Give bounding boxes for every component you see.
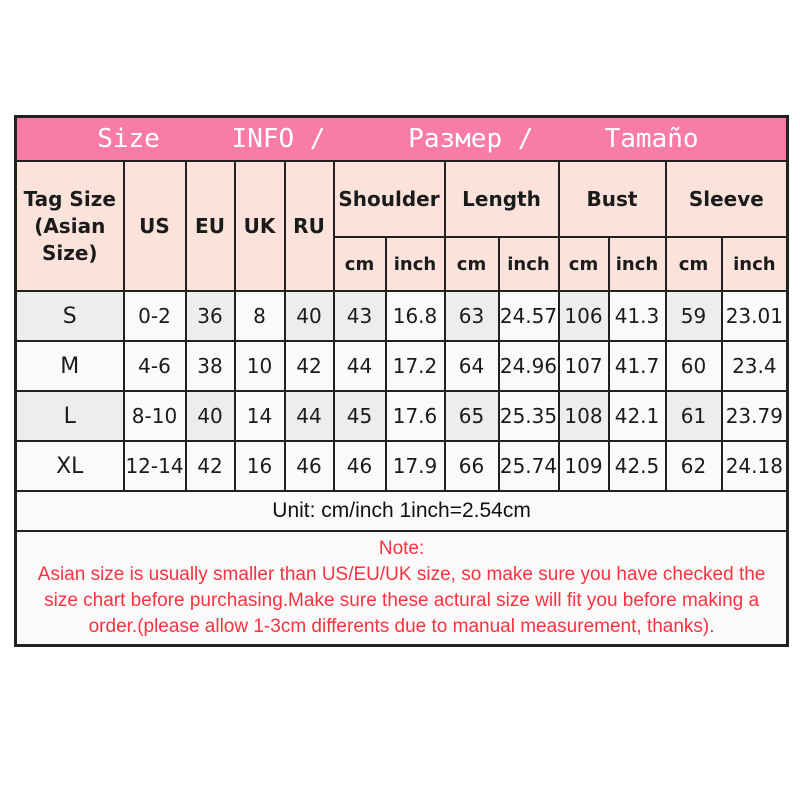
value-cell: 46 — [283, 440, 335, 492]
value-cell: 44 — [332, 340, 387, 392]
size-chart-table: Size INFO / Размер / Tamaño Tag Size (As… — [14, 115, 790, 647]
note-cell: Note: Asian size is usually smaller than… — [14, 530, 789, 647]
unit-subheader-row: cm inch cm inch cm inch cm inch — [16, 236, 789, 292]
title-segments: Size INFO / Размер / Tamaño — [18, 118, 786, 159]
value-cell: 61 — [664, 390, 723, 442]
value-cell: 43 — [332, 290, 387, 342]
value-cell: 59 — [664, 290, 723, 342]
unit-note-row: Unit: cm/inch 1inch=2.54cm — [14, 490, 789, 532]
title-size: Size — [97, 124, 160, 154]
unit-note: Unit: cm/inch 1inch=2.54cm — [14, 490, 789, 532]
table-row: M 4-6 38 10 42 44 17.2 64 24.96 107 41.7 60 23.4 — [14, 340, 789, 392]
value-cell: 46 — [332, 440, 387, 492]
value-cell: 65 — [443, 390, 500, 442]
value-cell: 41.3 — [607, 290, 667, 342]
value-cell: 17.9 — [384, 440, 446, 492]
value-cell: 40 — [283, 290, 335, 342]
value-cell: 25.35 — [497, 390, 560, 442]
size-label-cell: L — [14, 390, 125, 442]
value-cell: 14 — [233, 390, 286, 442]
value-cell: 60 — [664, 340, 723, 392]
length-inch-subheader: inch — [497, 236, 560, 292]
value-cell: 10 — [233, 340, 286, 392]
value-cell: 24.57 — [497, 290, 560, 342]
title-razmer: Размер / — [408, 124, 534, 154]
value-cell: 41.7 — [607, 340, 667, 392]
value-cell: 42.1 — [607, 390, 667, 442]
value-cell: 108 — [557, 390, 610, 442]
value-cell: 106 — [557, 290, 610, 342]
sleeve-inch-subheader: inch — [720, 236, 789, 292]
value-cell: 40 — [184, 390, 236, 442]
title-tamano: Tamaño — [604, 124, 699, 154]
title-bar-cell: Size INFO / Размер / Tamaño — [14, 115, 789, 162]
value-cell: 45 — [332, 390, 387, 442]
length-header: Length — [443, 160, 560, 238]
table-row: XL 12-14 42 16 46 46 17.9 66 25.74 109 42.5 62 24.18 — [14, 440, 789, 492]
value-cell: 8-10 — [122, 390, 187, 442]
value-cell: 8 — [233, 290, 286, 342]
value-cell: 107 — [557, 340, 610, 392]
us-header: US — [122, 160, 187, 292]
shoulder-header: Shoulder — [332, 160, 446, 238]
value-cell: 25.74 — [497, 440, 560, 492]
value-cell: 66 — [443, 440, 500, 492]
size-label-cell: M — [14, 340, 125, 392]
sleeve-header: Sleeve — [664, 160, 789, 238]
value-cell: 63 — [443, 290, 500, 342]
uk-header: UK — [233, 160, 286, 292]
column-header-row: Tag Size (Asian Size) US EU UK RU Should… — [14, 160, 789, 292]
value-cell: 16.8 — [384, 290, 446, 342]
bust-cm-subheader: cm — [557, 236, 610, 292]
value-cell: 17.2 — [384, 340, 446, 392]
value-cell: 36 — [184, 290, 236, 342]
value-cell: 38 — [184, 340, 236, 392]
ru-header: RU — [283, 160, 335, 292]
value-cell: 0-2 — [122, 290, 187, 342]
length-cm-subheader: cm — [443, 236, 500, 292]
bust-header: Bust — [557, 160, 667, 238]
note-title: Note: — [378, 538, 425, 559]
value-cell: 62 — [664, 440, 723, 492]
value-cell: 23.79 — [720, 390, 789, 442]
value-cell: 24.18 — [720, 440, 789, 492]
note-body: Asian size is usually smaller than US/EU… — [37, 564, 766, 637]
value-cell: 23.01 — [720, 290, 789, 342]
value-cell: 23.4 — [720, 340, 789, 392]
sleeve-cm-subheader: cm — [664, 236, 723, 292]
size-label-cell: XL — [14, 440, 125, 492]
value-cell: 42.5 — [607, 440, 667, 492]
value-cell: 4-6 — [122, 340, 187, 392]
table-row: S 0-2 36 8 40 43 16.8 63 24.57 106 41.3 59 23.01 — [14, 290, 789, 342]
note-row: Note: Asian size is usually smaller than… — [14, 530, 789, 647]
size-label-cell: S — [14, 290, 125, 342]
value-cell: 44 — [283, 390, 335, 442]
tag-size-header: Tag Size (Asian Size) — [14, 160, 125, 292]
value-cell: 64 — [443, 340, 500, 392]
value-cell: 24.96 — [497, 340, 560, 392]
shoulder-cm-subheader: cm — [332, 236, 387, 292]
eu-header: EU — [184, 160, 236, 292]
bust-inch-subheader: inch — [607, 236, 667, 292]
value-cell: 17.6 — [384, 390, 446, 442]
value-cell: 42 — [283, 340, 335, 392]
title-bar: Size INFO / Размер / Tamaño — [14, 115, 789, 162]
table-row: L 8-10 40 14 44 45 17.6 65 25.35 108 42.1 61 23.79 — [14, 390, 789, 442]
shoulder-inch-subheader: inch — [384, 236, 446, 292]
value-cell: 42 — [184, 440, 236, 492]
value-cell: 12-14 — [122, 440, 187, 492]
value-cell: 16 — [233, 440, 286, 492]
title-info: INFO / — [231, 124, 326, 154]
value-cell: 109 — [557, 440, 610, 492]
